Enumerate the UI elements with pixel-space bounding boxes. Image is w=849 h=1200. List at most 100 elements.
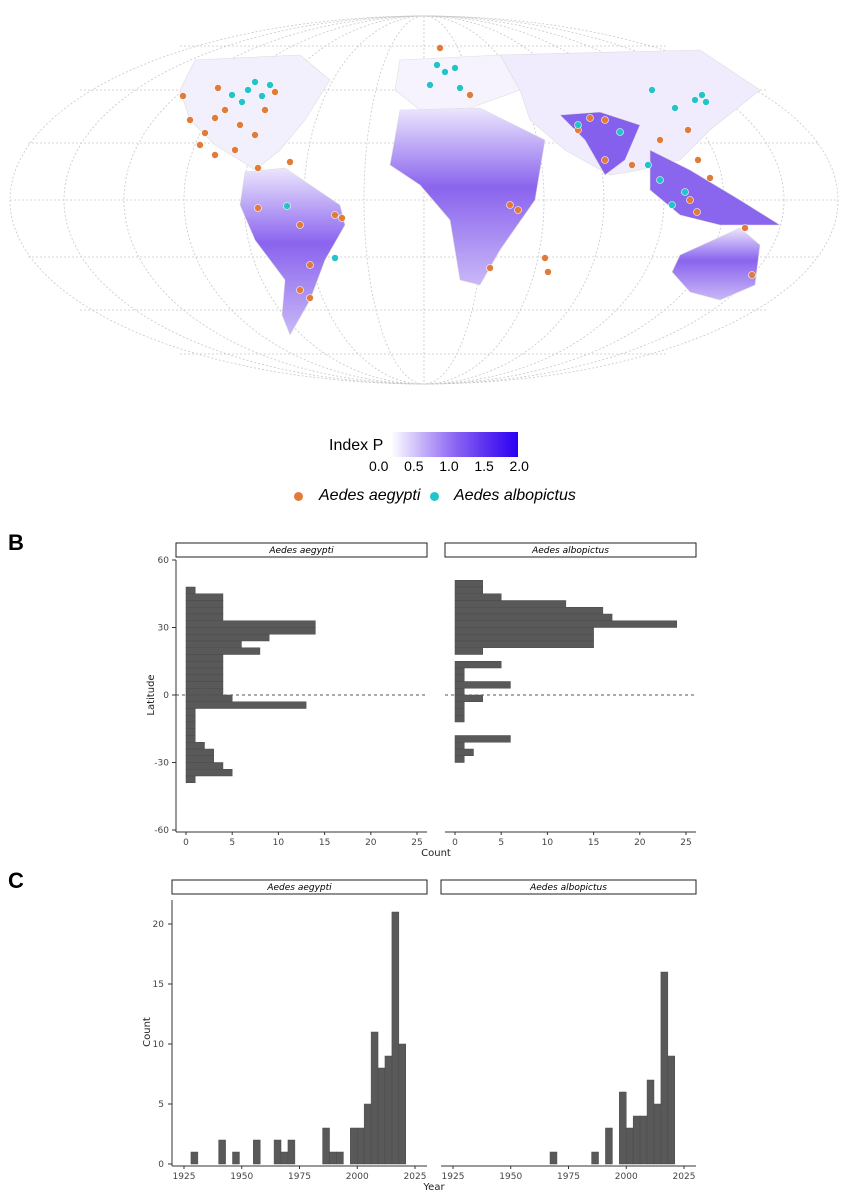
latitude-bar (185, 620, 316, 628)
year-bar (273, 1139, 282, 1165)
south-america (239, 167, 346, 336)
asia (499, 49, 761, 176)
x-tick-label: 1925 (442, 1172, 465, 1182)
x-tick-label: 0 (452, 838, 458, 848)
latitude-bar (454, 586, 483, 594)
year-bar (357, 1127, 365, 1165)
latitude-bar (185, 627, 316, 635)
year-bar (336, 1151, 344, 1165)
year-bar (322, 1127, 330, 1165)
latitude-bar (185, 667, 224, 675)
index-colorbar (391, 432, 518, 457)
y-tick-label: 0 (163, 691, 169, 701)
latitude-bar (185, 769, 233, 777)
year-bar (384, 1055, 393, 1165)
year-bar (190, 1151, 199, 1165)
latitude-bar (454, 620, 678, 628)
index-legend-title: Index P (329, 437, 384, 454)
facet-strip (444, 542, 697, 558)
latitude-bar (185, 694, 233, 702)
x-tick-label: 5 (498, 838, 504, 848)
y-tick-label: 20 (153, 920, 165, 930)
x-tick-label: 1925 (173, 1172, 196, 1182)
latitude-bar (454, 580, 483, 588)
aegypti-legend-dot (294, 492, 303, 501)
index-tick: 0.0 (369, 458, 389, 474)
x-tick-label: 2000 (615, 1172, 638, 1182)
latitude-bar (454, 688, 465, 696)
latitude-bar (185, 647, 261, 655)
latitude-bar (454, 674, 465, 682)
albopictus-legend-dot (430, 492, 439, 501)
latitude-bar (185, 661, 224, 669)
year-bar (280, 1151, 289, 1165)
latitude-bar (185, 762, 224, 770)
latitude-bar (185, 748, 214, 756)
year-bar (377, 1067, 386, 1165)
latitude-bar (454, 634, 594, 642)
facet-strip-label: Aedes aegypti (268, 546, 334, 556)
latitude-bar (185, 640, 242, 648)
latitude-bar (454, 694, 483, 702)
latitude-bar (185, 715, 196, 723)
year-bar (667, 1055, 676, 1165)
latitude-bar (454, 701, 465, 709)
latitude-bar (454, 613, 613, 621)
year-bar (391, 911, 400, 1165)
facet-strip-label: Aedes albopictus (531, 546, 609, 556)
year-bar (632, 1115, 641, 1165)
y-axis-title: Count (142, 1017, 153, 1047)
latitude-bar (185, 674, 224, 682)
x-tick-label: 2000 (346, 1172, 369, 1182)
latitude-bar (454, 593, 502, 601)
latitude-bar (185, 600, 224, 608)
facet-strip (175, 542, 428, 558)
y-tick-label: -30 (154, 759, 169, 769)
albopictus-legend-label: Aedes albopictus (454, 487, 576, 504)
year-bar (626, 1127, 634, 1165)
year-histogram: Aedes aegypti 1925 1950 1975 2000 2025 Aedes a… (142, 879, 697, 1193)
x-tick-label: 25 (411, 838, 422, 848)
year-bar (363, 1103, 372, 1165)
year-bar (619, 1091, 627, 1165)
y-tick-label: 15 (153, 980, 164, 990)
latitude-bar (185, 721, 196, 729)
year-bar (253, 1139, 261, 1165)
y-tick-label: -60 (154, 826, 169, 836)
index-legend: Index P 0.0 0.5 1.0 1.5 2.0 (327, 430, 529, 478)
x-tick-label: 2025 (673, 1172, 696, 1182)
latitude-bar (185, 728, 196, 736)
x-tick-label: 25 (680, 838, 691, 848)
x-tick-label: 1975 (288, 1172, 311, 1182)
latitude-bar (185, 586, 196, 594)
year-bar (350, 1127, 358, 1165)
africa (389, 107, 546, 286)
year-bar (370, 1031, 379, 1165)
y-axis-title: Latitude (146, 674, 157, 715)
latitude-bar (185, 634, 270, 642)
latitude-bar (454, 600, 567, 608)
latitude-bar (454, 735, 511, 743)
x-axis-title: Count (421, 848, 451, 859)
latitude-bar (185, 613, 224, 621)
x-tick-label: 10 (542, 838, 554, 848)
australia (671, 227, 761, 301)
x-tick-label: 10 (273, 838, 285, 848)
index-tick: 0.5 (404, 458, 424, 474)
southeast-asia (649, 149, 782, 226)
latitude-bar (454, 667, 465, 675)
x-tick-label: 1950 (230, 1172, 253, 1182)
x-tick-label: 20 (365, 838, 377, 848)
x-tick-label: 15 (588, 838, 599, 848)
latitude-bar (454, 607, 604, 615)
latitude-bar (454, 708, 465, 716)
latitude-bar (185, 775, 196, 783)
latitude-histogram: Aedes aegypti 0 5 10 15 20 25 Aedes albopictus 0… (146, 542, 697, 859)
continents (179, 49, 782, 336)
year-bar (232, 1151, 240, 1165)
latitude-bar (185, 708, 196, 716)
year-bar (639, 1115, 648, 1165)
year-bar (660, 971, 669, 1165)
x-tick-label: 1950 (499, 1172, 522, 1182)
year-bar (329, 1151, 337, 1165)
